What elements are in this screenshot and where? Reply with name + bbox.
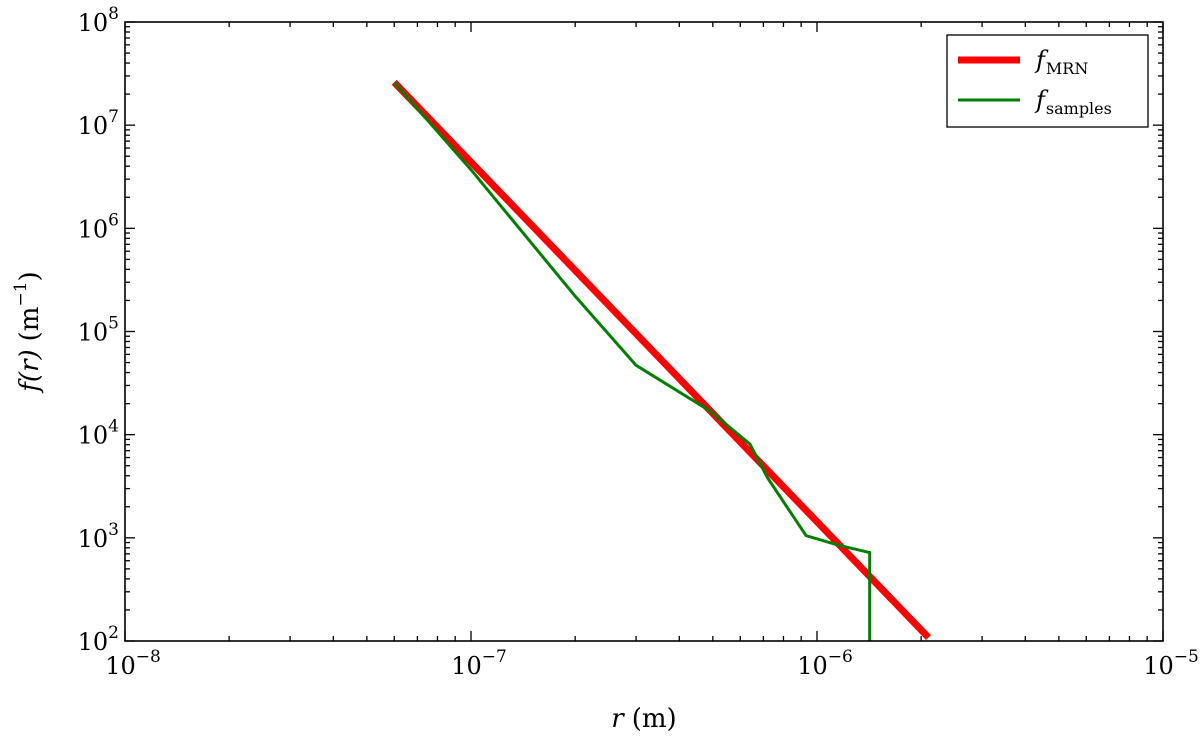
x-tick-label: 10−5 [1143, 647, 1199, 680]
series-layer [391, 79, 932, 641]
y-tick-label: 106 [78, 210, 119, 243]
y-tick-label: 108 [78, 4, 119, 37]
x-tick-label: 10−6 [797, 647, 853, 680]
x-tick-label: 10−7 [451, 647, 507, 680]
y-tick-label: 102 [78, 623, 119, 656]
legend-box [946, 34, 1149, 128]
series-line-samples [393, 81, 872, 641]
ticks-layer [124, 21, 1164, 642]
labels-layer: 10−8 10−7 10−6 10−5 102 103 104 105 106 107 108 r (m… [11, 4, 1199, 734]
y-tick-label: 104 [78, 417, 119, 450]
y-axis-label: f(r)(m−1) [11, 271, 45, 393]
series-line-mrn [391, 79, 932, 640]
y-tick-label: 107 [78, 107, 119, 140]
y-tick-label: 103 [78, 520, 119, 553]
y-tick-label: 105 [78, 314, 119, 347]
x-tick-label: 10−8 [105, 647, 161, 680]
x-axis-label: r (m) [611, 704, 676, 734]
